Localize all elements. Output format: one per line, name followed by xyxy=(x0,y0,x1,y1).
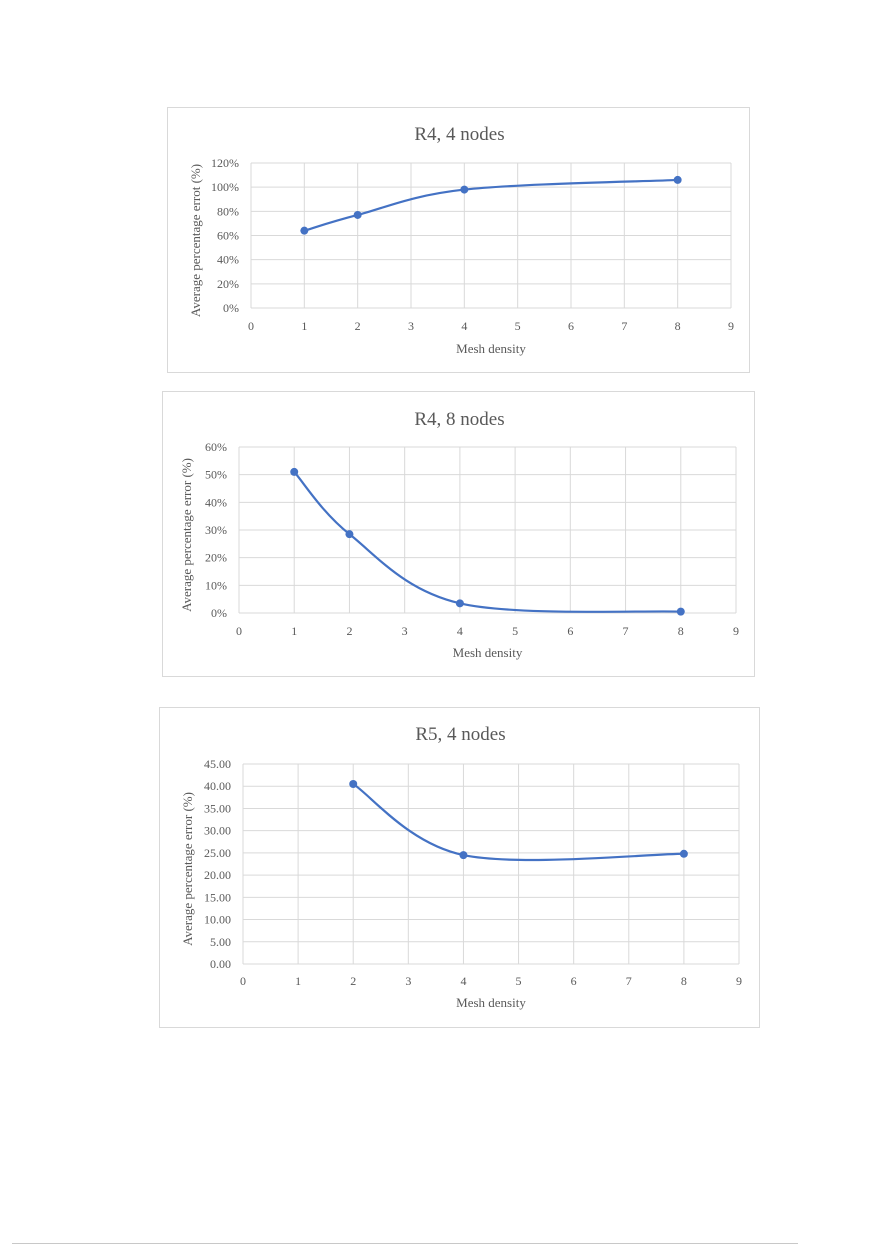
y-tick-label: 60% xyxy=(205,440,227,454)
x-tick-label: 2 xyxy=(355,319,361,333)
y-tick-label: 0% xyxy=(211,606,227,620)
x-tick-label: 0 xyxy=(236,624,242,638)
chart-title: R4, 8 nodes xyxy=(414,409,504,430)
y-tick-label: 20.00 xyxy=(204,868,231,882)
x-tick-label: 2 xyxy=(346,624,352,638)
x-tick-label: 7 xyxy=(623,624,629,638)
y-tick-label: 25.00 xyxy=(204,846,231,860)
data-point xyxy=(460,185,469,194)
x-tick-label: 3 xyxy=(408,319,414,333)
data-point xyxy=(455,599,464,608)
x-axis-label: Mesh density xyxy=(456,341,526,356)
x-tick-label: 1 xyxy=(295,974,301,988)
x-tick-label: 5 xyxy=(512,624,518,638)
x-tick-label: 4 xyxy=(461,319,467,333)
chart-svg: R4, 4 nodes 0% 20% 40% 60% 80% 100% 120% 0 1 2 3 4 5 6… xyxy=(188,124,734,356)
x-tick-label: 9 xyxy=(733,624,739,638)
x-tick-label: 9 xyxy=(728,319,734,333)
x-tick-label: 8 xyxy=(675,319,681,333)
chart-r5-4-nodes: R5, 4 nodes 0.00 5.00 10.00 15.00 20.00 25.00 3… xyxy=(159,707,760,1028)
series-line xyxy=(352,783,684,862)
y-tick-label: 15.00 xyxy=(204,890,231,904)
y-tick-label: 120% xyxy=(211,156,239,170)
x-tick-label: 4 xyxy=(457,624,463,638)
y-tick-label: 20% xyxy=(205,551,227,565)
chart-title: R4, 4 nodes xyxy=(414,124,504,145)
x-tick-label: 3 xyxy=(405,974,411,988)
data-point xyxy=(349,780,358,788)
x-axis-label: Mesh density xyxy=(453,645,523,660)
y-tick-label: 10% xyxy=(205,578,227,592)
data-point xyxy=(300,226,309,235)
data-point xyxy=(676,607,685,616)
x-tick-label: 6 xyxy=(567,624,573,638)
x-tick-label: 0 xyxy=(240,974,246,988)
x-axis-label: Mesh density xyxy=(456,995,526,1010)
series-line xyxy=(293,471,681,613)
chart-title: R5, 4 nodes xyxy=(415,724,505,745)
x-tick-label: 8 xyxy=(681,974,687,988)
x-tick-label: 8 xyxy=(678,624,684,638)
x-tick-label: 6 xyxy=(568,319,574,333)
y-tick-label: 10.00 xyxy=(204,913,231,927)
x-tick-label: 7 xyxy=(621,319,627,333)
x-tick-label: 6 xyxy=(571,974,577,988)
y-tick-label: 40.00 xyxy=(204,779,231,793)
x-tick-label: 4 xyxy=(460,974,466,988)
y-tick-label: 45.00 xyxy=(204,757,231,771)
y-axis-label: Average percentage error (%) xyxy=(179,458,194,612)
x-tick-label: 1 xyxy=(291,624,297,638)
x-tick-label: 5 xyxy=(515,319,521,333)
y-tick-label: 50% xyxy=(205,468,227,482)
x-tick-label: 7 xyxy=(626,974,632,988)
y-tick-label: 5.00 xyxy=(210,935,231,949)
x-tick-label: 0 xyxy=(248,319,254,333)
chart-r4-8-nodes: R4, 8 nodes 0% 10% 20% 30% 40% 50% 60% 0 1 2 3 4 5 6 7 8… xyxy=(162,391,755,677)
y-axis-label: Average percentage error (%) xyxy=(180,792,195,946)
data-point xyxy=(459,851,468,860)
y-tick-label: 30.00 xyxy=(204,824,231,838)
y-tick-label: 40% xyxy=(217,253,239,267)
y-tick-label: 0.00 xyxy=(210,957,231,971)
footer-rule xyxy=(12,1243,798,1244)
x-tick-label: 9 xyxy=(736,974,742,988)
y-tick-label: 60% xyxy=(217,229,239,243)
x-tick-label: 1 xyxy=(301,319,307,333)
series-line xyxy=(304,178,678,232)
chart-svg: R5, 4 nodes 0.00 5.00 10.00 15.00 20.00 25.00 3… xyxy=(180,724,742,1010)
y-axis-label: Average percentage errot (%) xyxy=(188,164,203,317)
x-tick-label: 3 xyxy=(402,624,408,638)
x-tick-label: 2 xyxy=(350,974,356,988)
chart-svg: R4, 8 nodes 0% 10% 20% 30% 40% 50% 60% 0 1 2 3 4 5 6 7 8… xyxy=(179,409,739,660)
x-tick-label: 5 xyxy=(516,974,522,988)
y-tick-label: 20% xyxy=(217,277,239,291)
data-point xyxy=(290,467,299,476)
y-tick-label: 40% xyxy=(205,495,227,509)
y-tick-label: 0% xyxy=(223,301,239,315)
data-point xyxy=(673,175,682,184)
y-tick-label: 80% xyxy=(217,204,239,218)
y-tick-label: 30% xyxy=(205,523,227,537)
data-point xyxy=(353,210,362,219)
data-point xyxy=(679,849,688,858)
chart-r4-4-nodes: R4, 4 nodes 0% 20% 40% 60% 80% 100% 120% 0 1 2 3 4 5 6… xyxy=(167,107,750,373)
y-tick-label: 35.00 xyxy=(204,801,231,815)
data-point xyxy=(345,530,354,539)
y-tick-label: 100% xyxy=(211,180,239,194)
